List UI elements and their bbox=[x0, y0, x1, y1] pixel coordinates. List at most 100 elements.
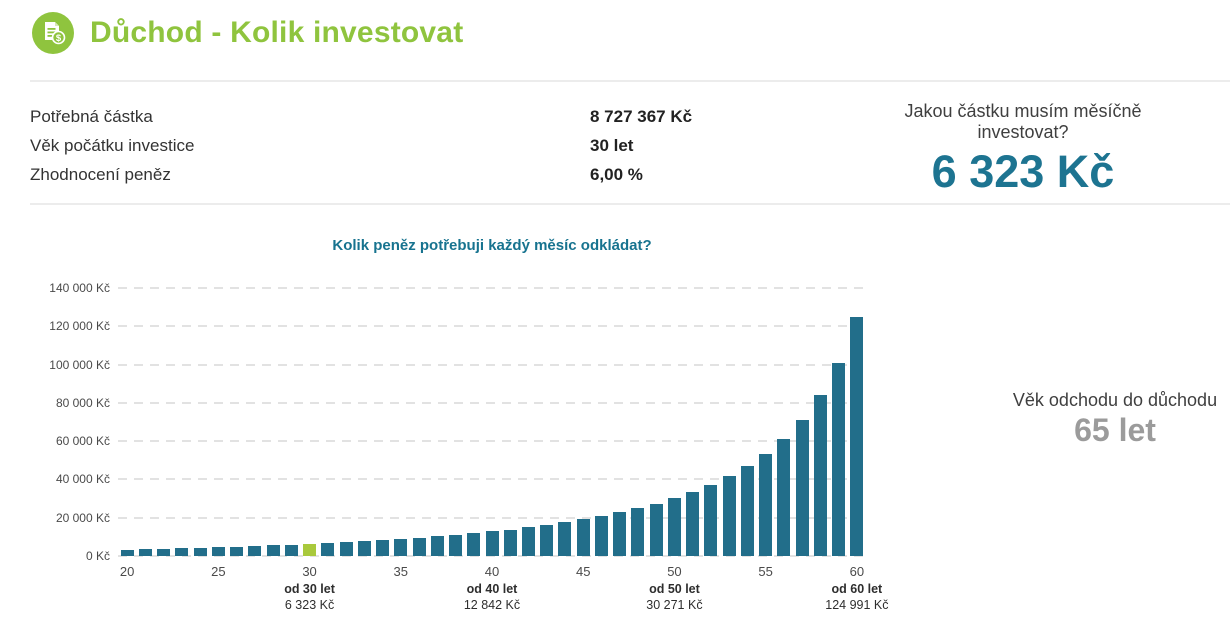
param-label: Potřebná částka bbox=[30, 106, 153, 126]
bar[interactable] bbox=[357, 541, 371, 556]
y-tick-label: 20 000 Kč bbox=[55, 510, 110, 525]
bar[interactable] bbox=[540, 524, 554, 556]
bar[interactable] bbox=[503, 529, 517, 556]
y-tick-label: 140 000 Kč bbox=[49, 281, 110, 295]
gridline bbox=[118, 287, 866, 289]
bar[interactable] bbox=[795, 419, 809, 556]
plot-area bbox=[118, 287, 866, 557]
bar[interactable] bbox=[558, 522, 572, 556]
bar[interactable] bbox=[759, 453, 773, 556]
bar[interactable] bbox=[138, 549, 152, 556]
svg-text:$: $ bbox=[56, 33, 62, 44]
bar[interactable] bbox=[175, 548, 189, 556]
x-axis: 20 25 30 35 40 45 50 55 60 bbox=[118, 564, 866, 582]
monthly-investment-block: Jakou částku musím měsíčně investovat? 6… bbox=[860, 101, 1186, 197]
bar[interactable] bbox=[394, 538, 408, 556]
invoice-dollar-icon: $ bbox=[32, 12, 74, 54]
bar[interactable] bbox=[284, 544, 298, 556]
y-tick-label: 0 Kč bbox=[85, 549, 110, 563]
gridline bbox=[118, 516, 866, 519]
retirement-age-value: 65 let bbox=[1074, 412, 1156, 448]
param-label: Věk počátku investice bbox=[30, 135, 195, 155]
gridline bbox=[118, 401, 866, 404]
bar[interactable] bbox=[704, 484, 718, 556]
bar[interactable] bbox=[850, 316, 864, 556]
bar[interactable] bbox=[722, 476, 736, 556]
annotation-age: od 50 let bbox=[649, 582, 700, 596]
annotation-age: od 60 let bbox=[831, 582, 883, 596]
chart-title: Kolik peněz potřebuji každý měsíc odklád… bbox=[332, 237, 652, 254]
annotation: od 40 let 12 842 Kč bbox=[427, 582, 557, 612]
bar[interactable] bbox=[430, 536, 444, 556]
bar[interactable] bbox=[594, 516, 608, 556]
bar[interactable] bbox=[613, 512, 627, 556]
x-tick-label: 50 bbox=[667, 564, 682, 579]
bar[interactable] bbox=[667, 498, 681, 556]
param-row-needed-amount: Potřebná částka 8 727 367 Kč bbox=[30, 102, 810, 131]
annotation-age: od 40 let bbox=[466, 582, 518, 596]
retirement-age-label: Věk odchodu do důchodu bbox=[1012, 390, 1218, 410]
divider-top bbox=[30, 80, 1230, 82]
bar[interactable] bbox=[412, 537, 426, 556]
y-tick-label: 80 000 Kč bbox=[55, 395, 110, 410]
x-tick-label: 55 bbox=[758, 564, 773, 579]
gridline bbox=[118, 440, 866, 443]
param-value: 30 let bbox=[590, 135, 634, 155]
bar[interactable] bbox=[649, 503, 663, 556]
retirement-age-block: Věk odchodu do důchodu 65 let bbox=[972, 390, 1230, 448]
monthly-investment-value: 6 323 Kč bbox=[931, 146, 1115, 197]
bar[interactable] bbox=[211, 547, 225, 556]
x-tick-label: 20 bbox=[119, 564, 135, 579]
gridline bbox=[118, 363, 866, 366]
y-tick-label: 100 000 Kč bbox=[49, 357, 110, 372]
bar[interactable] bbox=[485, 531, 499, 556]
bar[interactable] bbox=[813, 395, 827, 556]
annotation: od 50 let 30 271 Kč bbox=[609, 582, 739, 612]
y-tick-label: 60 000 Kč bbox=[55, 434, 110, 449]
divider-middle bbox=[30, 203, 1230, 205]
gridline bbox=[118, 478, 866, 481]
bar[interactable] bbox=[230, 546, 244, 556]
annotation: od 30 let 6 323 Kč bbox=[245, 582, 375, 612]
param-row-return-rate: Zhodnocení peněz 6,00 % bbox=[30, 160, 810, 189]
bar[interactable] bbox=[576, 519, 590, 556]
bar[interactable] bbox=[248, 546, 262, 556]
gridline bbox=[118, 325, 866, 328]
bar[interactable] bbox=[467, 533, 481, 556]
bar[interactable] bbox=[631, 508, 645, 556]
y-axis: 0 Kč 20 000 Kč 40 000 Kč 60 000 Kč 80 000 Kč… bbox=[0, 281, 110, 563]
annotation-age: od 30 let bbox=[284, 582, 335, 596]
gridline bbox=[118, 555, 866, 557]
bar[interactable] bbox=[521, 527, 535, 556]
bar[interactable] bbox=[832, 362, 846, 556]
bar[interactable] bbox=[266, 545, 280, 556]
parameters-list: Potřebná částka 8 727 367 Kč Věk počátku… bbox=[30, 102, 810, 189]
y-tick-label: 120 000 Kč bbox=[49, 319, 110, 334]
x-tick-label: 35 bbox=[393, 564, 408, 579]
y-tick-label: 40 000 Kč bbox=[55, 472, 110, 487]
x-tick-label: 25 bbox=[211, 564, 226, 579]
bar[interactable] bbox=[376, 540, 390, 556]
annotation-value: 12 842 Kč bbox=[463, 598, 521, 612]
bar[interactable] bbox=[157, 548, 171, 556]
annotation-value: 124 991 Kč bbox=[825, 598, 889, 612]
bar[interactable] bbox=[686, 491, 700, 556]
bar[interactable] bbox=[740, 465, 754, 556]
bar[interactable] bbox=[120, 549, 134, 556]
bar[interactable] bbox=[339, 542, 353, 556]
param-label: Zhodnocení peněz bbox=[30, 164, 171, 184]
x-tick-label: 30 bbox=[302, 564, 317, 579]
chart-annotations: od 30 let 6 323 Kč od 40 let 12 842 Kč od 50… bbox=[118, 582, 888, 618]
x-tick-label: 45 bbox=[575, 564, 591, 579]
header: $ Důchod - Kolik investovat bbox=[32, 12, 463, 54]
param-row-start-age: Věk počátku investice 30 let bbox=[30, 131, 810, 160]
annotation-value: 6 323 Kč bbox=[284, 598, 335, 612]
bar[interactable] bbox=[449, 534, 462, 556]
monthly-investment-question: Jakou částku musím měsíčně investovat? bbox=[904, 101, 1142, 142]
x-tick-label: 40 bbox=[484, 564, 500, 579]
bar[interactable] bbox=[193, 547, 207, 556]
bar[interactable] bbox=[777, 438, 791, 556]
bar[interactable] bbox=[321, 543, 335, 556]
bar-highlighted[interactable] bbox=[303, 543, 317, 556]
